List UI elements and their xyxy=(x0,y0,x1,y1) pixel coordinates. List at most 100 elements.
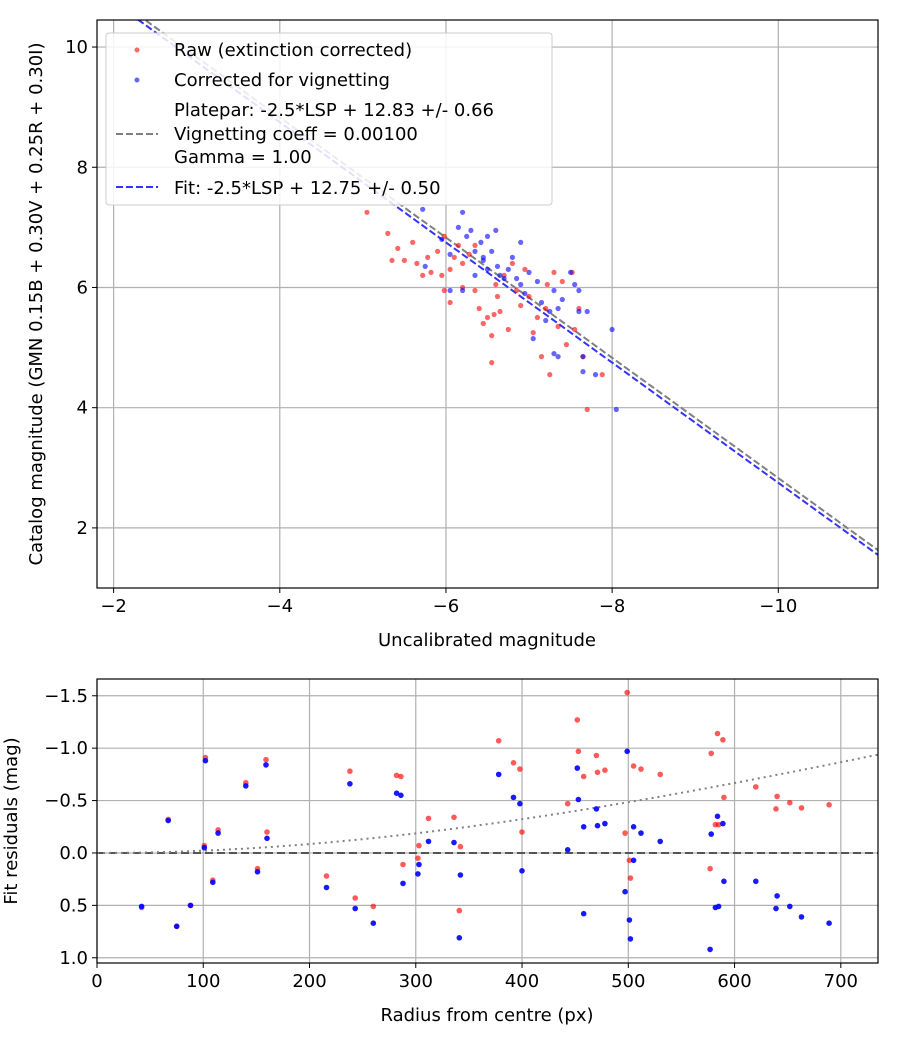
top-fit-lines xyxy=(136,20,878,556)
bottom-reference-lines xyxy=(97,753,879,854)
top-raw-point-9 xyxy=(428,269,434,275)
bottom-corrected-point-52 xyxy=(753,878,759,885)
bottom-x-axis-label: Radius from centre (px) xyxy=(380,1005,593,1026)
top-corrected-point-35 xyxy=(613,406,619,413)
top-raw-point-38 xyxy=(530,330,536,336)
top-x-tick-label-m6: −6 xyxy=(433,596,460,617)
bottom-y-tick-label-0: 0.0 xyxy=(59,843,88,864)
top-corrected-point-18 xyxy=(522,290,528,297)
bottom-corrected-point-32 xyxy=(580,910,587,917)
bottom-raw-point-21 xyxy=(425,815,432,822)
top-x-tick-label-m4: −4 xyxy=(267,596,294,617)
top-raw-point-30 xyxy=(493,281,499,288)
top-corrected-point-14 xyxy=(505,266,511,272)
bottom-raw-point-18 xyxy=(400,861,406,868)
bottom-corrected-point-22 xyxy=(451,839,457,846)
top-points xyxy=(364,206,619,413)
top-x-axis-label: Uncalibrated magnitude xyxy=(378,630,596,651)
top-raw-point-35 xyxy=(518,302,524,309)
bottom-raw-point-53 xyxy=(787,799,793,806)
bottom-corrected-point-40 xyxy=(630,824,637,830)
bottom-corrected-point-27 xyxy=(517,800,523,807)
top-raw-point-19 xyxy=(447,299,453,306)
top-corrected-point-24 xyxy=(551,287,557,294)
top-x-tick-label-m8: −8 xyxy=(599,596,626,617)
bottom-plot-background xyxy=(97,679,878,963)
top-x-tick-label-m2: −2 xyxy=(100,596,127,617)
bottom-raw-point-48 xyxy=(720,737,726,743)
bottom-corrected-point-37 xyxy=(622,888,628,895)
bottom-raw-point-13 xyxy=(347,768,353,774)
bottom-raw-point-10 xyxy=(263,756,269,763)
top-raw-point-44 xyxy=(551,269,557,275)
bottom-corrected-point-49 xyxy=(715,903,722,910)
top-raw-point-42 xyxy=(544,281,550,288)
bottom-raw-point-44 xyxy=(708,750,714,757)
bottom-corrected-point-34 xyxy=(593,806,600,812)
bottom-y-tick-label-1: 1.0 xyxy=(59,948,88,969)
top-corrected-point-11 xyxy=(489,248,495,254)
top-corrected-point-3 xyxy=(455,224,461,230)
bottom-corrected-point-16 xyxy=(393,790,400,796)
top-raw-point-40 xyxy=(538,354,545,360)
bottom-corrected-point-35 xyxy=(594,822,601,829)
bottom-raw-point-38 xyxy=(627,875,634,881)
bottom-x-tick-label-300: 300 xyxy=(399,971,433,992)
top-raw-point-29 xyxy=(489,360,495,366)
top-raw-point-34 xyxy=(514,287,520,294)
bottom-corrected-point-31 xyxy=(574,765,581,771)
bottom-raw-point-55 xyxy=(826,802,832,808)
bottom-ticks: 0 100 200 300 400 500 600 700 1.0 0.5 0.0 −0.5 −1.0 −… xyxy=(44,686,858,992)
bottom-x-tick-label-600: 600 xyxy=(717,971,751,992)
bottom-raw-point-27 xyxy=(517,766,523,772)
bottom-raw-point-43 xyxy=(707,865,713,872)
bottom-x-tick-label-100: 100 xyxy=(186,971,220,992)
bottom-corrected-point-25 xyxy=(495,771,502,778)
bottom-corrected-point-55 xyxy=(787,903,793,910)
bottom-raw-point-41 xyxy=(638,766,644,772)
top-raw-point-21 xyxy=(472,287,478,294)
top-corrected-point-2 xyxy=(447,251,453,257)
bottom-corrected-point-8 xyxy=(243,783,249,789)
top-corrected-point-42 xyxy=(551,351,557,357)
bottom-corrected-point-14 xyxy=(352,905,359,912)
bottom-raw-point-25 xyxy=(495,738,502,744)
top-corrected-point-10 xyxy=(484,233,491,239)
bottom-corrected-point-33 xyxy=(580,824,587,830)
top-raw-point-39 xyxy=(534,314,541,321)
bottom-raw-point-17 xyxy=(398,773,404,780)
top-raw-point-4 xyxy=(401,257,407,263)
bottom-corrected-point-13 xyxy=(347,781,353,787)
legend-label-raw: Raw (extinction corrected) xyxy=(174,40,412,61)
top-raw-point-45 xyxy=(555,323,561,330)
bottom-plot-frame xyxy=(96,678,879,964)
bottom-corrected-point-38 xyxy=(624,748,630,755)
top-y-tick-label-2: 2 xyxy=(77,518,88,539)
bottom-corrected-point-12 xyxy=(323,884,330,891)
bottom-raw-point-29 xyxy=(564,800,571,807)
bottom-raw-point-46 xyxy=(714,730,721,737)
bottom-corrected-point-7 xyxy=(215,830,221,836)
legend-label-corrected: Corrected for vignetting xyxy=(174,70,390,91)
top-raw-point-5 xyxy=(410,239,416,245)
bottom-corrected-point-48 xyxy=(714,813,721,820)
top-corrected-point-8 xyxy=(478,239,484,245)
top-y-tick-label-6: 6 xyxy=(77,277,88,298)
top-corrected-point-5 xyxy=(464,233,470,239)
bottom-corrected-point-15 xyxy=(370,920,377,926)
bottom-corrected-point-50 xyxy=(720,820,726,827)
top-corrected-point-48 xyxy=(576,287,582,294)
bottom-x-tick-label-0: 0 xyxy=(91,971,102,992)
bottom-corrected-point-36 xyxy=(602,820,608,827)
bottom-raw-point-36 xyxy=(622,830,628,836)
bottom-corrected-point-28 xyxy=(519,868,525,874)
bottom-x-tick-label-200: 200 xyxy=(292,971,326,992)
bottom-corrected-point-20 xyxy=(416,861,422,868)
bottom-raw-point-28 xyxy=(519,829,525,835)
bottom-corrected-point-11 xyxy=(264,835,270,842)
top-raw-point-26 xyxy=(491,311,497,318)
bottom-raw-point-54 xyxy=(798,805,805,811)
top-x-tick-label-m10: −10 xyxy=(759,596,797,617)
bottom-raw-point-35 xyxy=(602,767,608,773)
bottom-corrected-point-39 xyxy=(627,936,634,942)
